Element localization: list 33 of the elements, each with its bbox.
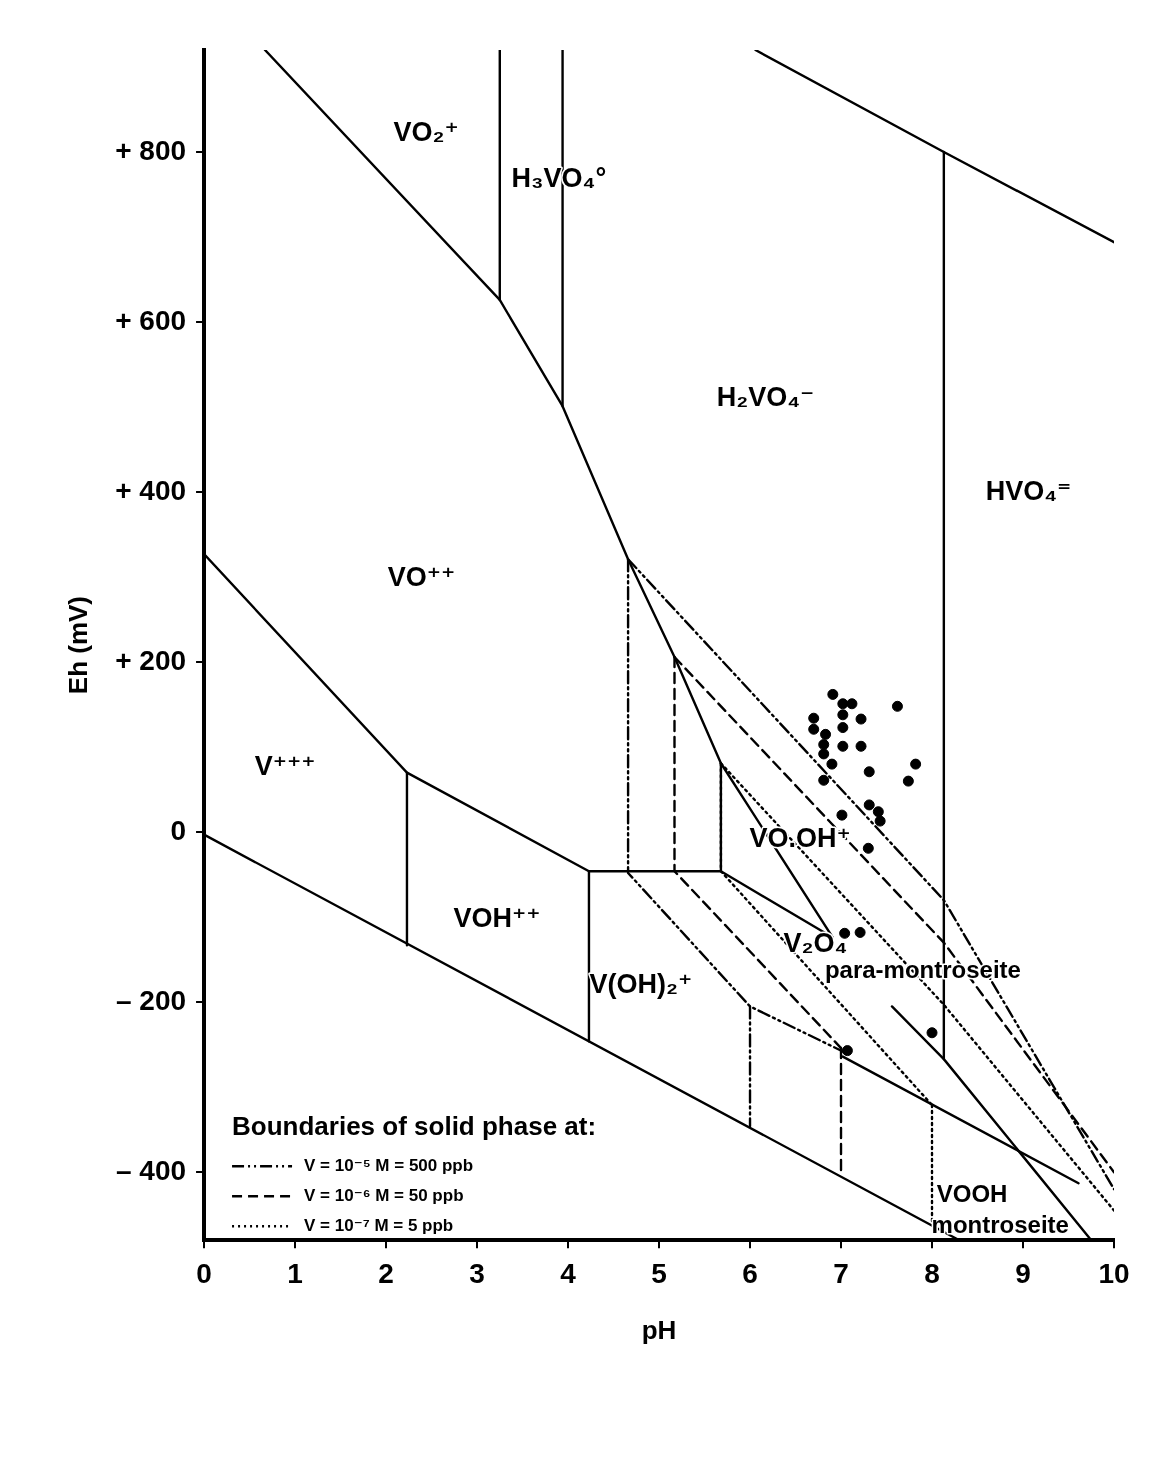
annotation: H₂VO₄⁻ <box>716 382 815 413</box>
x-tick-label: 3 <box>469 1257 485 1289</box>
x-tick-label: 1 <box>287 1257 303 1289</box>
legend-label: V = 10⁻⁶ M = 50 ppb <box>304 1185 464 1205</box>
y-tick-label: – 200 <box>115 984 187 1016</box>
annotation: VO₂⁺ <box>393 116 459 147</box>
x-tick-label: 2 <box>378 1257 394 1289</box>
x-axis-title: pH <box>641 1314 677 1345</box>
annotation: VOOH <box>936 1179 1008 1207</box>
y-axis-title: Eh (mV) <box>62 595 93 695</box>
x-tick-label: 6 <box>742 1257 758 1289</box>
x-tick-label: 7 <box>833 1257 849 1289</box>
annotation: montroseite <box>931 1210 1069 1238</box>
y-tick-label: + 200 <box>115 644 187 676</box>
legend-title: Boundaries of solid phase at: <box>232 1111 597 1142</box>
annotation: VO⁺⁺ <box>387 561 456 592</box>
annotation: HVO₄⁼ <box>985 476 1072 507</box>
y-tick-label: 0 <box>170 814 187 846</box>
x-tick-label: 9 <box>1015 1257 1031 1289</box>
legend-label: V = 10⁻⁵ M = 500 ppb <box>304 1155 474 1175</box>
x-tick-label: 4 <box>560 1257 577 1289</box>
y-tick-label: – 400 <box>115 1154 187 1186</box>
x-tick-label: 10 <box>1098 1257 1130 1289</box>
y-tick-label: + 800 <box>115 134 187 166</box>
x-tick-label: 5 <box>651 1257 667 1289</box>
legend-label: V = 10⁻⁷ M = 5 ppb <box>304 1215 454 1235</box>
annotation: V₂O₄ <box>783 928 848 959</box>
annotation: VOH⁺⁺ <box>453 903 541 934</box>
x-tick-label: 8 <box>924 1257 940 1289</box>
y-tick-label: + 400 <box>115 474 187 506</box>
y-tick-label: + 600 <box>115 304 187 336</box>
x-tick-label: 0 <box>196 1257 212 1289</box>
annotation: V⁺⁺⁺ <box>254 751 316 782</box>
